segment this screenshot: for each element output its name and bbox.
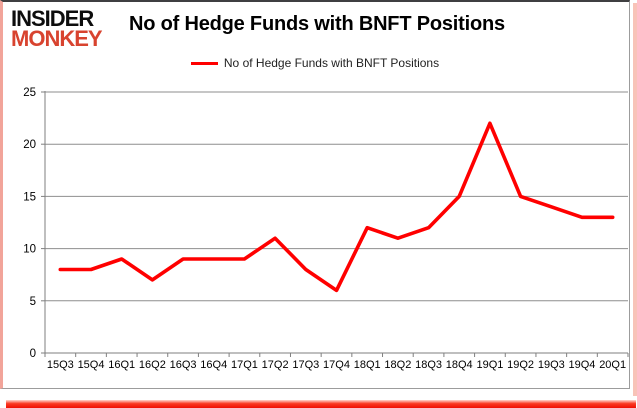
right-edge-glow bbox=[633, 3, 637, 396]
legend-label: No of Hedge Funds with BNFT Positions bbox=[223, 56, 440, 70]
x-axis-tick-label: 17Q3 bbox=[292, 359, 319, 371]
x-axis-tick-label: 16Q2 bbox=[139, 359, 166, 371]
x-axis-tick-label: 19Q1 bbox=[476, 359, 503, 371]
y-axis-tick-label: 5 bbox=[30, 296, 36, 308]
y-axis-tick-label: 10 bbox=[23, 244, 36, 256]
x-axis-tick-label: 15Q3 bbox=[47, 359, 74, 371]
bottom-red-bar bbox=[6, 400, 636, 408]
x-axis-tick-label: 18Q3 bbox=[415, 359, 442, 371]
x-axis-tick-label: 19Q3 bbox=[538, 359, 565, 371]
x-axis-tick-label: 18Q2 bbox=[384, 359, 411, 371]
x-axis-tick-label: 17Q4 bbox=[323, 359, 350, 371]
x-axis-tick-label: 17Q2 bbox=[262, 359, 289, 371]
chart-frame bbox=[0, 0, 630, 389]
x-axis-tick-label: 19Q2 bbox=[507, 359, 534, 371]
x-axis-tick-label: 18Q4 bbox=[446, 359, 473, 371]
y-axis-tick-label: 20 bbox=[23, 139, 36, 151]
logo-insider-text: INSIDER bbox=[11, 5, 94, 32]
x-axis-tick-label: 18Q1 bbox=[354, 359, 381, 371]
y-axis-tick-label: 25 bbox=[23, 87, 36, 99]
x-axis-tick-label: 15Q4 bbox=[78, 359, 105, 371]
x-axis-tick-label: 16Q3 bbox=[170, 359, 197, 371]
x-axis-tick-label: 16Q1 bbox=[108, 359, 135, 371]
x-axis-tick-label: 16Q4 bbox=[200, 359, 227, 371]
logo-monkey-text: MONKEY bbox=[11, 26, 103, 52]
insider-monkey-logo: INSIDER MONKEY bbox=[11, 5, 103, 52]
y-axis-tick-label: 0 bbox=[30, 348, 36, 360]
x-axis-tick-label: 19Q4 bbox=[569, 359, 596, 371]
legend: No of Hedge Funds with BNFT Positions bbox=[0, 56, 630, 70]
x-axis-tick-label: 20Q1 bbox=[599, 359, 626, 371]
y-axis-tick-label: 15 bbox=[23, 191, 36, 203]
x-axis-tick-label: 17Q1 bbox=[231, 359, 258, 371]
chart-title: No of Hedge Funds with BNFT Positions bbox=[129, 13, 505, 35]
legend-line-swatch bbox=[190, 61, 218, 65]
series-line-bnft bbox=[58, 121, 615, 293]
